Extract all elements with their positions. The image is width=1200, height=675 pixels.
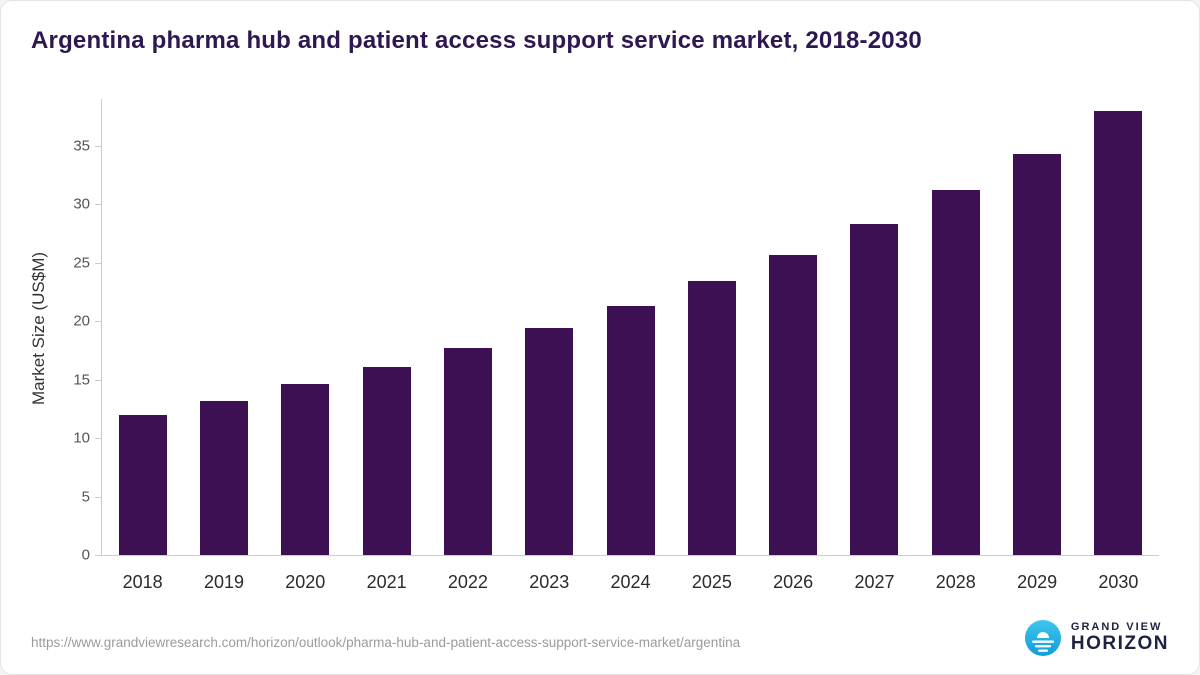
y-tick-mark — [95, 438, 102, 440]
y-tick-mark — [95, 321, 102, 323]
chart-title: Argentina pharma hub and patient access … — [31, 27, 922, 54]
y-tick-label: 25 — [73, 254, 90, 272]
x-tick-label: 2027 — [854, 572, 895, 592]
x-tick-label: 2029 — [1017, 572, 1058, 592]
bar-column: 2029 — [996, 99, 1077, 592]
brand-logo: GRAND VIEW HORIZON — [1024, 620, 1169, 656]
bar — [118, 414, 167, 555]
bar — [199, 400, 248, 555]
bar — [769, 254, 818, 555]
horizon-logo-icon — [1024, 620, 1061, 656]
y-tick-label: 5 — [81, 488, 90, 506]
x-tick-label: 2019 — [203, 572, 244, 592]
y-tick-mark — [95, 204, 102, 206]
y-tick-mark — [95, 496, 102, 498]
bar — [850, 224, 899, 555]
y-tick-label: 10 — [73, 429, 90, 447]
y-axis-label: Market Size (US$M) — [29, 251, 48, 406]
x-tick-label: 2023 — [529, 572, 570, 592]
y-tick-mark — [95, 145, 102, 147]
bar — [443, 348, 492, 555]
bar — [281, 384, 330, 555]
bar — [525, 328, 574, 555]
bar-column: 2028 — [915, 99, 996, 592]
x-tick-label: 2021 — [366, 572, 407, 592]
bar-column: 2023 — [509, 99, 590, 592]
bar — [1094, 110, 1143, 555]
bars: 2018 2019 2020 2021 2022 2023 2024 2025 2026 2027… — [102, 99, 1159, 592]
bar — [687, 281, 736, 555]
bar — [931, 190, 980, 555]
bar-column: 2021 — [346, 99, 427, 592]
bar-column: 2020 — [265, 99, 346, 592]
bar-column: 2022 — [427, 99, 508, 592]
y-tick-mark — [95, 262, 102, 264]
y-tick-label: 15 — [73, 371, 90, 389]
y-tick-label: 20 — [73, 312, 90, 330]
bar — [1013, 153, 1062, 555]
bar-column: 2018 — [102, 99, 183, 592]
x-tick-label: 2028 — [935, 572, 976, 592]
bar-column: 2025 — [671, 99, 752, 592]
plot-area: 0 5 10 15 20 25 30 35 2018 2019 2020 2021 2022 2023 2… — [73, 99, 1159, 592]
y-tick-mark — [95, 379, 102, 381]
y-tick-label: 0 — [81, 546, 90, 564]
brand-name-top: GRAND VIEW — [1070, 620, 1163, 633]
bar-column: 2026 — [753, 99, 834, 592]
bar — [362, 366, 411, 555]
bar-column: 2024 — [590, 99, 671, 592]
x-tick-label: 2025 — [691, 572, 732, 592]
bar-column: 2027 — [834, 99, 915, 592]
y-tick-label: 30 — [73, 195, 90, 213]
x-tick-label: 2020 — [285, 572, 326, 592]
x-tick-label: 2018 — [122, 572, 163, 592]
y-tick-label: 35 — [73, 137, 90, 155]
y-tick-mark — [95, 555, 102, 556]
x-tick-label: 2024 — [610, 572, 651, 592]
x-tick-label: 2026 — [773, 572, 814, 592]
bar-column: 2030 — [1078, 99, 1159, 592]
x-tick-label: 2022 — [447, 572, 488, 592]
source-url: https://www.grandviewresearch.com/horizo… — [31, 635, 741, 650]
bar-column: 2019 — [183, 99, 264, 592]
bar — [606, 305, 655, 555]
brand-logo-text: GRAND VIEW HORIZON — [1071, 621, 1169, 655]
brand-name-bottom: HORIZON — [1070, 633, 1169, 655]
x-tick-label: 2030 — [1098, 572, 1139, 592]
